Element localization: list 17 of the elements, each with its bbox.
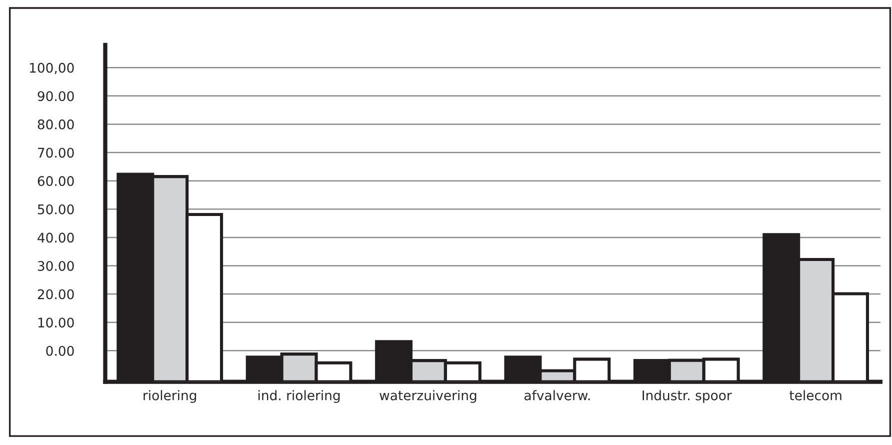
x-tick-label: Industr. spoor <box>642 390 732 403</box>
y-tick-label: 30.00 <box>38 260 74 271</box>
y-tick-label: 80.00 <box>38 119 74 130</box>
y-tick-label: 20.00 <box>38 289 74 300</box>
y-tick-label: 70.00 <box>38 148 74 158</box>
y-tick-label: 10.00 <box>38 318 74 328</box>
y-tick-label: 60.00 <box>38 176 74 186</box>
x-tick-label: afvalverw. <box>524 390 590 400</box>
x-tick-label: waterzuivering <box>380 390 476 403</box>
y-tick-label: 0.00 <box>46 346 74 356</box>
y-tick-label: 40.00 <box>38 232 74 243</box>
y-tick-label: 90.00 <box>38 91 74 102</box>
x-tick-label: telecom <box>790 390 842 400</box>
x-tick-label: riolering <box>144 390 196 403</box>
x-tick-label: ind. riolering <box>258 390 340 403</box>
y-tick-label: 50.00 <box>38 204 74 214</box>
y-tick-label: 100,00 <box>30 62 74 74</box>
